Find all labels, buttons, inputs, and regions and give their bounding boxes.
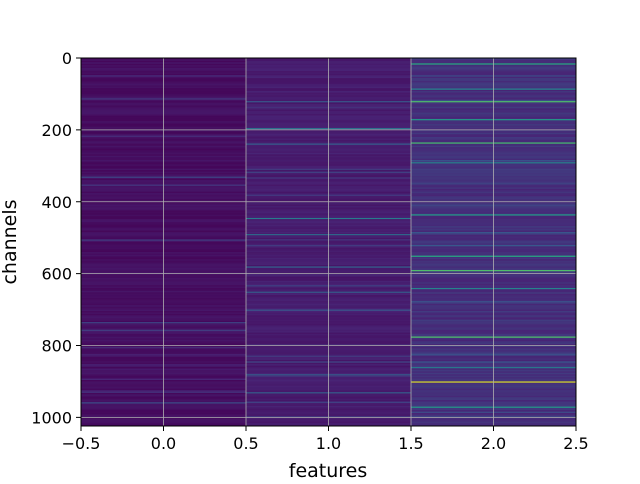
y-tick-label: 1000 (31, 408, 72, 427)
y-tick-label: 800 (41, 337, 72, 356)
x-tick-label: 1.0 (316, 434, 341, 453)
x-tick-label: 1.5 (398, 434, 423, 453)
x-tick-label: 2.0 (481, 434, 506, 453)
y-tick-label: 200 (41, 121, 72, 140)
y-tick-label: 600 (41, 265, 72, 284)
x-tick-label: 0.5 (233, 434, 258, 453)
y-tick-label: 400 (41, 193, 72, 212)
y-tick-label: 0 (62, 49, 72, 68)
x-tick-label: 0.0 (151, 434, 176, 453)
x-tick-label: −0.5 (62, 434, 101, 453)
x-tick-label: 2.5 (563, 434, 588, 453)
y-axis-label: channels (0, 199, 21, 284)
x-axis-label: features (289, 460, 368, 480)
